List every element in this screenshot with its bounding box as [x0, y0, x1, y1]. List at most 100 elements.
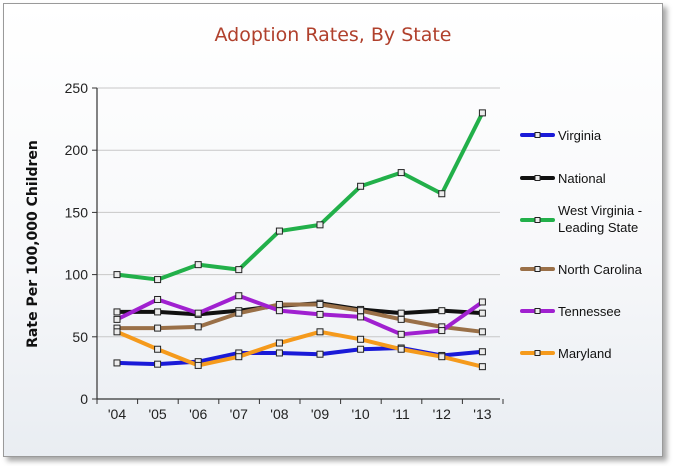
- legend-label: Maryland: [558, 346, 611, 361]
- data-point: [478, 309, 486, 317]
- data-point: [113, 308, 121, 316]
- data-point: [438, 190, 446, 198]
- data-point: [478, 109, 486, 117]
- x-tick-label: '13: [473, 406, 491, 422]
- legend-item: Virginia: [520, 128, 602, 143]
- legend-item: Tennessee: [520, 304, 621, 319]
- data-point: [316, 350, 324, 358]
- data-point: [275, 300, 283, 308]
- x-tick-label: '04: [108, 406, 126, 422]
- data-point: [397, 309, 405, 317]
- x-tick-label: '11: [393, 406, 410, 422]
- data-point: [194, 323, 202, 331]
- y-tick-label: 0: [80, 391, 88, 407]
- data-point: [397, 330, 405, 338]
- legend-label: North Carolina: [558, 262, 643, 277]
- series-line: [115, 293, 485, 337]
- data-point: [154, 360, 162, 368]
- data-point: [235, 266, 243, 274]
- data-point: [357, 335, 365, 343]
- data-point: [194, 261, 202, 269]
- data-point: [357, 345, 365, 353]
- data-point: [113, 271, 121, 279]
- data-point: [357, 307, 365, 315]
- legend-item: West Virginia -Leading State: [520, 203, 642, 235]
- series-5: [113, 328, 486, 371]
- data-point: [113, 328, 121, 336]
- legend-marker: [534, 175, 541, 181]
- data-point: [316, 328, 324, 336]
- legend-marker: [534, 132, 541, 138]
- data-point: [275, 349, 283, 357]
- x-tick-label: '12: [433, 406, 451, 422]
- series-line: [115, 302, 485, 334]
- data-point: [357, 182, 365, 190]
- data-point: [438, 353, 446, 361]
- chart-frame: [3, 3, 663, 457]
- x-tick-label: '05: [148, 406, 166, 422]
- data-point: [154, 345, 162, 353]
- data-point: [478, 348, 486, 356]
- data-point: [478, 363, 486, 371]
- series-2: [113, 109, 486, 284]
- axes: [92, 87, 504, 404]
- grid-lines: [97, 87, 500, 338]
- x-tick-labels: '04 '05 '06 '07 '08 '09 '10 '11 '12 '13: [108, 406, 492, 422]
- x-tick-label: '08: [270, 406, 288, 422]
- data-point: [478, 328, 486, 336]
- legend-marker: [534, 308, 541, 314]
- data-point: [316, 300, 324, 308]
- series-3: [113, 300, 486, 336]
- legend: Virginia National West Virginia -Leading S…: [520, 128, 643, 361]
- data-point: [438, 327, 446, 335]
- data-point: [316, 221, 324, 229]
- y-tick-label: 100: [65, 267, 89, 283]
- data-point: [113, 315, 121, 323]
- legend-label: Tennessee: [558, 304, 621, 319]
- data-point: [275, 339, 283, 347]
- data-point: [154, 295, 162, 303]
- data-point: [357, 313, 365, 321]
- y-axis-label: Rate Per 100,000 Children: [25, 140, 41, 348]
- data-point: [235, 309, 243, 317]
- data-point: [154, 324, 162, 332]
- data-point: [275, 307, 283, 315]
- legend-item: North Carolina: [520, 262, 643, 277]
- series-line: [115, 329, 485, 369]
- x-tick-label: '07: [230, 406, 248, 422]
- data-point: [275, 227, 283, 235]
- x-tick-label: '10: [351, 406, 369, 422]
- series-4: [113, 292, 486, 338]
- data-point: [235, 353, 243, 361]
- legend-marker: [534, 217, 541, 223]
- y-tick-label: 150: [65, 204, 89, 220]
- legend-item: Maryland: [520, 346, 611, 361]
- series-lines: [113, 109, 486, 371]
- legend-label: Virginia: [558, 128, 602, 143]
- y-tick-label: 200: [65, 142, 89, 158]
- legend-label: National: [558, 171, 606, 186]
- data-point: [194, 361, 202, 369]
- legend-marker: [534, 350, 541, 356]
- data-point: [478, 298, 486, 306]
- data-point: [438, 307, 446, 315]
- data-point: [397, 345, 405, 353]
- data-point: [397, 169, 405, 177]
- x-tick-label: '06: [189, 406, 207, 422]
- series-line: [115, 110, 485, 282]
- legend-label: West Virginia -Leading State: [558, 203, 642, 235]
- y-tick-labels: 0 50 100 150 200 250: [65, 80, 89, 407]
- data-point: [194, 309, 202, 317]
- chart-title: Adoption Rates, By State: [215, 24, 452, 46]
- x-tick-label: '09: [311, 406, 329, 422]
- data-point: [235, 292, 243, 300]
- data-point: [113, 359, 121, 367]
- data-point: [154, 276, 162, 284]
- data-point: [154, 308, 162, 316]
- y-tick-label: 50: [72, 329, 88, 345]
- legend-item: National: [520, 171, 606, 186]
- y-tick-label: 250: [65, 80, 89, 96]
- legend-marker: [534, 266, 541, 272]
- data-point: [397, 315, 405, 323]
